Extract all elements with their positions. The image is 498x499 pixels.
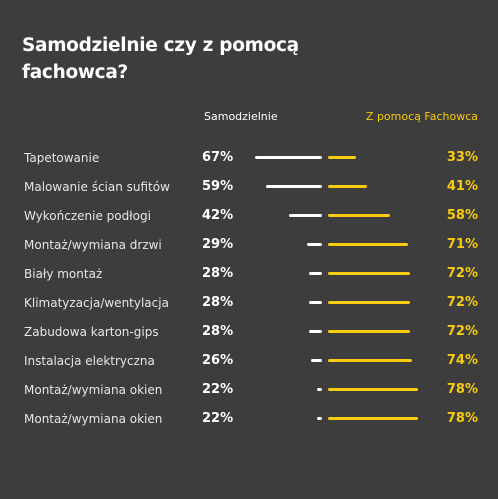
value-label-samodzielnie: 22%: [202, 411, 234, 426]
bar-z-pomoca-fachowca: [328, 156, 357, 159]
value-label-samodzielnie: 26%: [202, 353, 234, 368]
value-label-z-pomoca-fachowca: 78%: [446, 382, 478, 397]
bar-samodzielnie: [308, 272, 322, 275]
bar-z-pomoca-fachowca: [328, 214, 391, 217]
value-label-z-pomoca-fachowca: 58%: [446, 208, 478, 223]
value-label-samodzielnie: 22%: [202, 382, 234, 397]
chart-row: Tapetowanie 67% 33%: [0, 148, 498, 168]
value-label-z-pomoca-fachowca: 78%: [446, 411, 478, 426]
value-label-samodzielnie: 28%: [202, 266, 234, 281]
value-label-z-pomoca-fachowca: 72%: [446, 295, 478, 310]
chart-row: Montaż/wymiana drzwi 29% 71%: [0, 235, 498, 255]
bar-z-pomoca-fachowca: [328, 330, 410, 333]
chart-row: Montaż/wymiana okien 22% 78%: [0, 380, 498, 400]
bar-samodzielnie: [311, 359, 322, 362]
bar-z-pomoca-fachowca: [328, 359, 413, 362]
legend-z-pomoca-fachowca: Z pomocą Fachowca: [365, 110, 478, 123]
category-label: Montaż/wymiana okien: [24, 383, 163, 397]
bar-z-pomoca-fachowca: [328, 301, 410, 304]
chart-row: Instalacja elektryczna 26% 74%: [0, 351, 498, 371]
bar-z-pomoca-fachowca: [328, 243, 409, 246]
category-label: Montaż/wymiana drzwi: [24, 238, 162, 252]
bar-samodzielnie: [308, 301, 322, 304]
chart-row: Montaż/wymiana okien 22% 78%: [0, 409, 498, 429]
bar-z-pomoca-fachowca: [328, 388, 418, 391]
category-label: Biały montaż: [24, 267, 103, 281]
value-label-z-pomoca-fachowca: 41%: [446, 179, 478, 194]
category-label: Zabudowa karton-gips: [24, 325, 159, 339]
value-label-z-pomoca-fachowca: 74%: [446, 353, 478, 368]
bar-z-pomoca-fachowca: [328, 272, 410, 275]
category-label: Malowanie ścian sufitów: [24, 180, 170, 194]
chart-row: Zabudowa karton-gips 28% 72%: [0, 322, 498, 342]
value-label-z-pomoca-fachowca: 72%: [446, 266, 478, 281]
value-label-z-pomoca-fachowca: 33%: [446, 150, 478, 165]
chart-row: Klimatyzacja/wentylacja 28% 72%: [0, 293, 498, 313]
category-label: Wykończenie podłogi: [24, 209, 151, 223]
bar-samodzielnie: [316, 417, 322, 420]
value-label-samodzielnie: 59%: [202, 179, 234, 194]
bar-samodzielnie: [255, 156, 322, 159]
bar-z-pomoca-fachowca: [328, 185, 368, 188]
value-label-samodzielnie: 29%: [202, 237, 234, 252]
value-label-samodzielnie: 42%: [202, 208, 234, 223]
chart-row: Wykończenie podłogi 42% 58%: [0, 206, 498, 226]
bar-samodzielnie: [308, 330, 322, 333]
chart-row: Malowanie ścian sufitów 59% 41%: [0, 177, 498, 197]
value-label-samodzielnie: 28%: [202, 324, 234, 339]
bar-samodzielnie: [289, 214, 322, 217]
bar-z-pomoca-fachowca: [328, 417, 418, 420]
value-label-z-pomoca-fachowca: 72%: [446, 324, 478, 339]
chart-row: Biały montaż 28% 72%: [0, 264, 498, 284]
legend-samodzielnie: Samodzielnie: [204, 110, 278, 123]
bar-samodzielnie: [307, 243, 322, 246]
value-label-samodzielnie: 28%: [202, 295, 234, 310]
category-label: Instalacja elektryczna: [24, 354, 155, 368]
value-label-z-pomoca-fachowca: 71%: [446, 237, 478, 252]
category-label: Tapetowanie: [24, 151, 100, 165]
category-label: Klimatyzacja/wentylacja: [24, 296, 169, 310]
bar-samodzielnie: [316, 388, 322, 391]
bar-samodzielnie: [266, 185, 322, 188]
value-label-samodzielnie: 67%: [202, 150, 234, 165]
chart-title: Samodzielnie czy z pomocą fachowca?: [22, 35, 299, 83]
category-label: Montaż/wymiana okien: [24, 412, 163, 426]
